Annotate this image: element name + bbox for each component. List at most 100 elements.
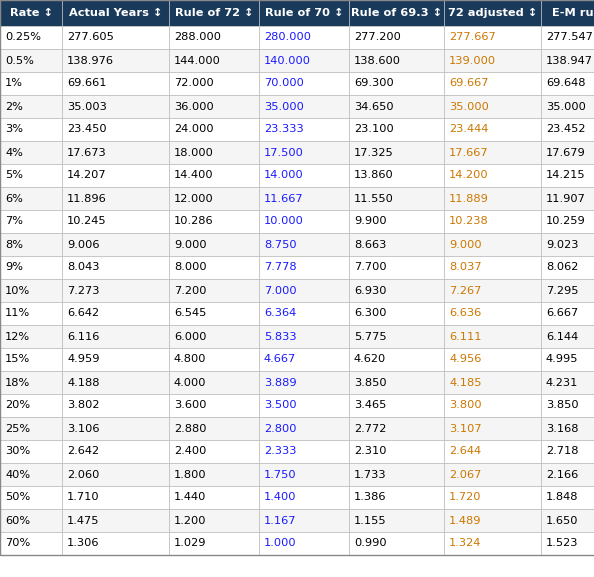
Text: 1.306: 1.306 bbox=[67, 538, 100, 549]
Bar bbox=[541, 256, 594, 279]
Bar bbox=[0, 417, 62, 440]
Bar bbox=[259, 233, 349, 256]
Text: 8.663: 8.663 bbox=[354, 239, 386, 249]
Text: 5.833: 5.833 bbox=[264, 332, 296, 342]
Text: 1.000: 1.000 bbox=[264, 538, 296, 549]
Bar bbox=[169, 233, 259, 256]
Bar bbox=[444, 0, 541, 26]
Bar bbox=[259, 486, 349, 509]
Bar bbox=[259, 118, 349, 141]
Text: 20%: 20% bbox=[5, 400, 30, 410]
Text: 3.850: 3.850 bbox=[354, 377, 387, 388]
Bar bbox=[0, 0, 62, 26]
Text: 69.300: 69.300 bbox=[354, 78, 394, 88]
Bar bbox=[259, 72, 349, 95]
Text: 3%: 3% bbox=[5, 125, 23, 134]
Text: 4.800: 4.800 bbox=[174, 354, 207, 365]
Text: 69.667: 69.667 bbox=[449, 78, 488, 88]
Bar bbox=[259, 164, 349, 187]
Text: 34.650: 34.650 bbox=[354, 102, 394, 111]
Bar bbox=[169, 49, 259, 72]
Bar bbox=[349, 72, 444, 95]
Text: 11.907: 11.907 bbox=[546, 193, 586, 204]
Text: 2.310: 2.310 bbox=[354, 447, 387, 456]
Text: 6.111: 6.111 bbox=[449, 332, 482, 342]
Text: 0.25%: 0.25% bbox=[5, 32, 41, 43]
Text: 4.620: 4.620 bbox=[354, 354, 386, 365]
Bar bbox=[541, 279, 594, 302]
Text: 3.802: 3.802 bbox=[67, 400, 100, 410]
Bar bbox=[0, 532, 62, 555]
Text: 7.267: 7.267 bbox=[449, 286, 481, 295]
Text: 6.667: 6.667 bbox=[546, 309, 578, 319]
Bar bbox=[62, 49, 169, 72]
Text: 2.400: 2.400 bbox=[174, 447, 206, 456]
Text: 8.000: 8.000 bbox=[174, 263, 207, 272]
Text: 1.710: 1.710 bbox=[67, 493, 100, 503]
Bar bbox=[0, 486, 62, 509]
Bar bbox=[169, 187, 259, 210]
Text: 7.700: 7.700 bbox=[354, 263, 387, 272]
Bar bbox=[541, 26, 594, 49]
Text: 4%: 4% bbox=[5, 148, 23, 158]
Bar bbox=[349, 394, 444, 417]
Bar bbox=[349, 325, 444, 348]
Bar bbox=[349, 463, 444, 486]
Bar bbox=[0, 325, 62, 348]
Bar bbox=[541, 118, 594, 141]
Text: 6.116: 6.116 bbox=[67, 332, 99, 342]
Text: 1.324: 1.324 bbox=[449, 538, 481, 549]
Text: 3.800: 3.800 bbox=[449, 400, 482, 410]
Bar bbox=[259, 279, 349, 302]
Text: Rate ↕: Rate ↕ bbox=[10, 8, 52, 18]
Bar bbox=[259, 463, 349, 486]
Bar bbox=[541, 394, 594, 417]
Bar bbox=[169, 463, 259, 486]
Text: 14.400: 14.400 bbox=[174, 170, 214, 181]
Text: 4.959: 4.959 bbox=[67, 354, 100, 365]
Bar bbox=[169, 26, 259, 49]
Bar bbox=[259, 302, 349, 325]
Bar bbox=[0, 256, 62, 279]
Bar bbox=[349, 164, 444, 187]
Text: 0.5%: 0.5% bbox=[5, 55, 34, 66]
Text: 24.000: 24.000 bbox=[174, 125, 214, 134]
Bar bbox=[62, 371, 169, 394]
Text: 1.200: 1.200 bbox=[174, 515, 207, 526]
Bar bbox=[349, 95, 444, 118]
Bar bbox=[0, 187, 62, 210]
Text: 2.067: 2.067 bbox=[449, 470, 481, 479]
Text: 14.215: 14.215 bbox=[546, 170, 586, 181]
Text: 11.889: 11.889 bbox=[449, 193, 489, 204]
Text: 18.000: 18.000 bbox=[174, 148, 214, 158]
Text: Rule of 69.3 ↕: Rule of 69.3 ↕ bbox=[351, 8, 442, 18]
Text: 11.667: 11.667 bbox=[264, 193, 304, 204]
Text: 10%: 10% bbox=[5, 286, 30, 295]
Bar bbox=[62, 233, 169, 256]
Text: 2.060: 2.060 bbox=[67, 470, 99, 479]
Bar bbox=[259, 256, 349, 279]
Text: 2.642: 2.642 bbox=[67, 447, 99, 456]
Text: 25%: 25% bbox=[5, 424, 30, 433]
Bar bbox=[444, 394, 541, 417]
Bar bbox=[444, 141, 541, 164]
Bar bbox=[169, 325, 259, 348]
Bar bbox=[349, 417, 444, 440]
Text: Actual Years ↕: Actual Years ↕ bbox=[69, 8, 162, 18]
Text: 11.550: 11.550 bbox=[354, 193, 394, 204]
Bar bbox=[169, 509, 259, 532]
Text: 6.000: 6.000 bbox=[174, 332, 207, 342]
Text: 1.750: 1.750 bbox=[264, 470, 296, 479]
Bar bbox=[62, 325, 169, 348]
Bar bbox=[62, 302, 169, 325]
Bar bbox=[62, 486, 169, 509]
Text: 17.500: 17.500 bbox=[264, 148, 304, 158]
Bar bbox=[444, 72, 541, 95]
Text: 9.006: 9.006 bbox=[67, 239, 100, 249]
Text: 14.200: 14.200 bbox=[449, 170, 489, 181]
Bar bbox=[349, 532, 444, 555]
Text: 11.896: 11.896 bbox=[67, 193, 107, 204]
Bar bbox=[62, 187, 169, 210]
Text: 2%: 2% bbox=[5, 102, 23, 111]
Bar bbox=[259, 509, 349, 532]
